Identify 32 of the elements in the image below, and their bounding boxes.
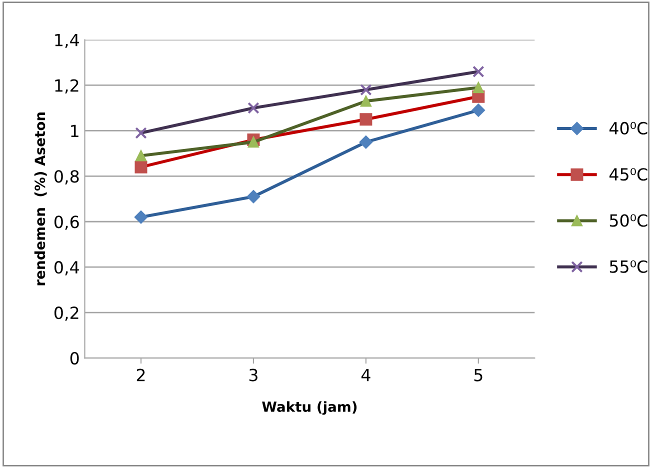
point <box>472 104 485 117</box>
point <box>360 84 372 96</box>
y-axis-title: rendemen (%) Aseton <box>34 112 47 286</box>
legend-label: 55⁰C <box>610 260 648 273</box>
y-tick-label: 0 <box>70 352 79 365</box>
point <box>134 210 148 224</box>
point <box>248 102 260 114</box>
x-tick-label: 2 <box>136 368 145 382</box>
y-tick-label: 0,4 <box>54 261 79 276</box>
legend-label: 50⁰C <box>610 214 648 227</box>
legend-label: 45⁰C <box>609 168 648 181</box>
point <box>134 160 148 174</box>
point <box>135 127 147 139</box>
y-tick-label: 1,2 <box>55 79 78 94</box>
y-tick-label: 1 <box>71 124 78 138</box>
point <box>359 135 373 149</box>
point <box>246 190 260 204</box>
point <box>472 66 484 78</box>
point <box>360 113 372 126</box>
x-axis-title: Waktu (jam) <box>262 401 357 415</box>
point <box>135 150 147 162</box>
y-tick-label: 0,6 <box>54 216 79 230</box>
x-tick-label: 3 <box>249 368 258 382</box>
y-tick-label: 1,4 <box>55 34 79 48</box>
point <box>472 82 484 94</box>
x-tick-label: 4 <box>361 368 370 382</box>
point <box>248 136 260 148</box>
point <box>360 96 372 107</box>
legend-label: 40⁰C <box>609 122 648 135</box>
y-tick-label: 0,8 <box>54 170 79 184</box>
x-tick-label: 5 <box>474 368 482 382</box>
y-tick-label: 0,2 <box>54 306 78 321</box>
